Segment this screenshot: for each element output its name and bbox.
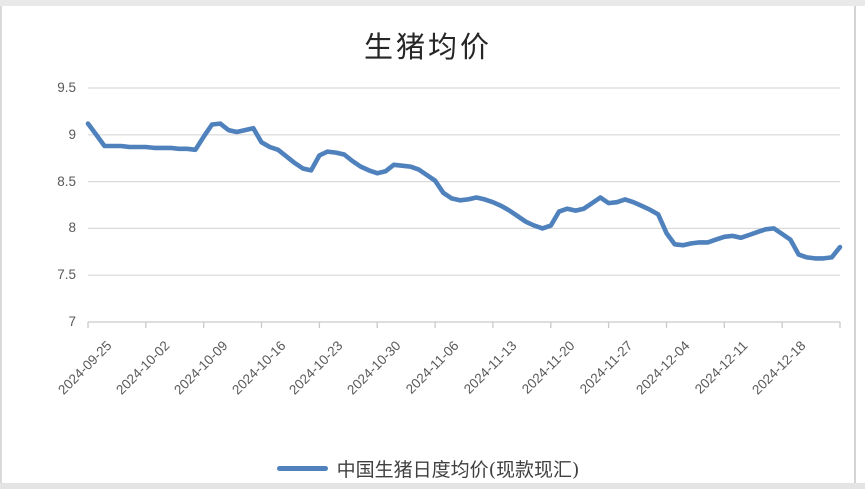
y-axis-tick-label: 8 — [68, 220, 76, 236]
chart-title: 生猪均价 — [363, 30, 492, 64]
y-axis-tick-label: 9 — [68, 126, 76, 142]
bottom-border — [0, 483, 865, 489]
y-axis-tick-label: 7 — [68, 314, 76, 329]
legend-line-swatch — [276, 466, 328, 471]
legend: 中国生猪日度均价(现款现汇) — [2, 455, 854, 482]
left-border — [0, 6, 2, 483]
y-axis-tick-label: 7.5 — [57, 267, 76, 283]
y-axis-tick-label: 9.5 — [57, 80, 76, 95]
top-border — [0, 0, 865, 6]
price-line — [85, 121, 843, 261]
y-axis-tick-label: 8.5 — [57, 173, 76, 189]
chart-area[interactable]: 生猪均价 7 7.5 8 8.5 9 9.5 2024-09-25 2024-10-02 20… — [2, 6, 854, 483]
legend-label: 中国生猪日度均价(现款现汇) — [336, 459, 580, 481]
right-border — [854, 6, 856, 483]
